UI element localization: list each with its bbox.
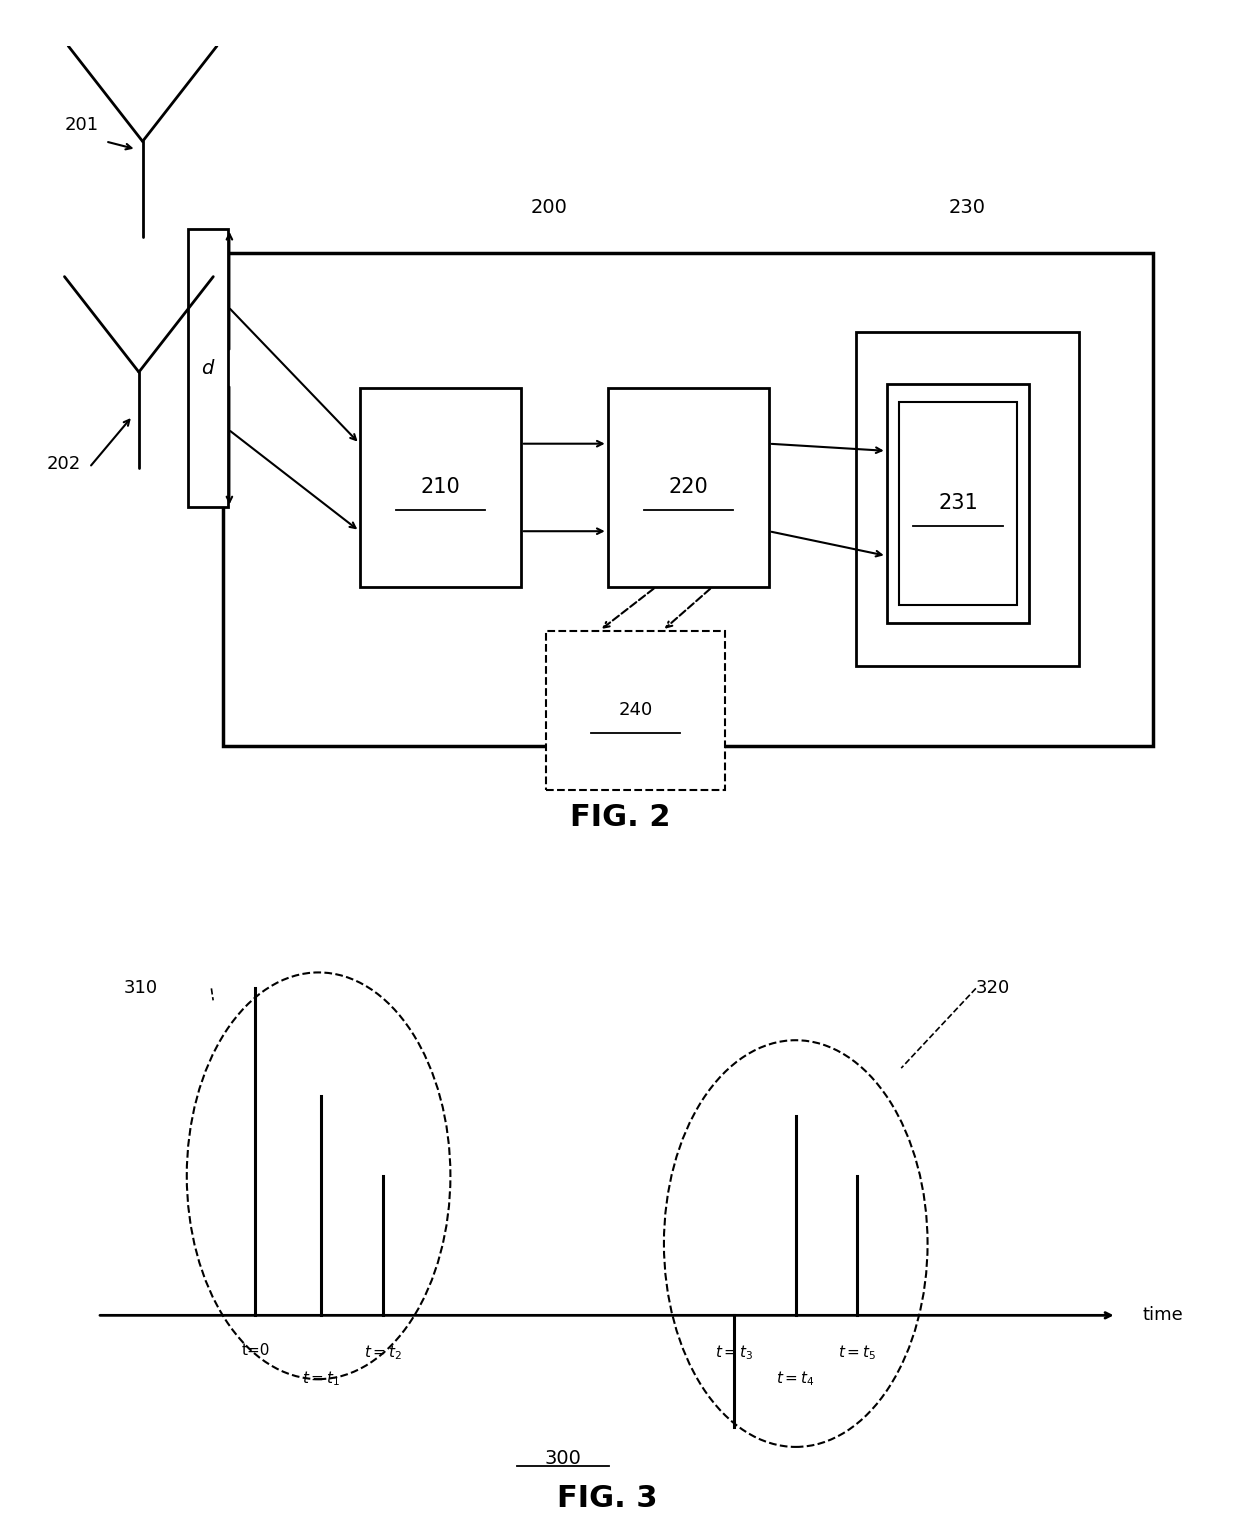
Text: 220: 220 [668, 477, 708, 497]
Text: time: time [1143, 1307, 1184, 1325]
FancyBboxPatch shape [608, 389, 769, 588]
FancyBboxPatch shape [188, 230, 228, 508]
Text: 200: 200 [531, 197, 567, 217]
Text: 210: 210 [420, 477, 460, 497]
Text: 231: 231 [937, 493, 978, 514]
Text: $t=t_4$: $t=t_4$ [776, 1369, 815, 1388]
Text: 320: 320 [976, 979, 1011, 998]
Text: FIG. 2: FIG. 2 [569, 803, 671, 832]
Text: $t=t_5$: $t=t_5$ [838, 1343, 877, 1362]
FancyBboxPatch shape [899, 401, 1017, 606]
Text: d: d [201, 358, 213, 378]
FancyBboxPatch shape [223, 252, 1153, 747]
Text: 310: 310 [124, 979, 157, 998]
FancyBboxPatch shape [887, 384, 1029, 623]
Text: 201: 201 [64, 116, 99, 135]
FancyBboxPatch shape [546, 630, 725, 789]
Text: 240: 240 [619, 701, 652, 719]
Text: $t=t_3$: $t=t_3$ [715, 1343, 754, 1362]
Text: FIG. 3: FIG. 3 [557, 1484, 657, 1513]
Text: $t=t_1$: $t=t_1$ [303, 1369, 341, 1388]
Text: 300: 300 [544, 1449, 582, 1469]
Text: t=0: t=0 [241, 1343, 269, 1359]
Text: $t=t_2$: $t=t_2$ [363, 1343, 402, 1362]
FancyBboxPatch shape [856, 332, 1079, 667]
Text: 230: 230 [949, 197, 986, 217]
Text: 202: 202 [46, 454, 81, 473]
FancyBboxPatch shape [360, 389, 521, 588]
